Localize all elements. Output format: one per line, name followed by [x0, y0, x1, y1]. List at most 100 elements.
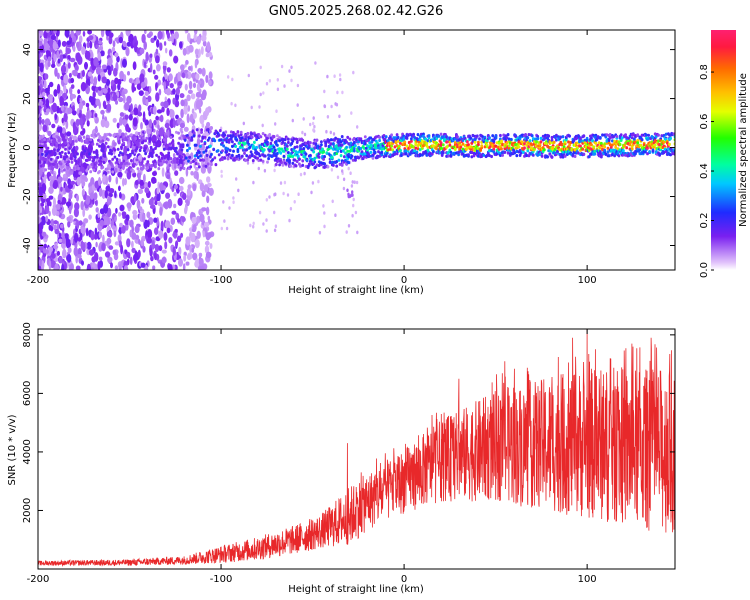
spectrogram-cell-558	[188, 44, 194, 53]
spectrogram-cell-1107	[111, 46, 116, 53]
spectrogram-cell-1775	[247, 73, 250, 78]
spectrogram-cell-1102	[174, 99, 180, 108]
spectrogram-cell-1517	[39, 62, 44, 73]
spectrogram-cell-2209	[167, 154, 171, 158]
spectrogram-cell-3100	[383, 137, 387, 141]
spectrogram-cell-2619	[278, 163, 281, 167]
spectrogram-cell-2800	[317, 155, 321, 159]
spectrogram-cell-4392	[668, 142, 671, 146]
spectrogram-cell-1407	[125, 47, 130, 57]
spectrogram-cell-2816	[322, 157, 325, 161]
spectrogram-cell-1443	[60, 64, 67, 74]
spectrogram-cell-980	[167, 198, 173, 209]
spectrogram-cell-3159	[396, 135, 400, 140]
spectrogram-cell-3879	[555, 133, 558, 137]
spectrogram-cell-3474	[466, 146, 469, 150]
spectrogram-cell-2988	[359, 146, 363, 151]
spectrogram-cell-3727	[522, 150, 525, 154]
spectrogram-cell-1077	[208, 80, 212, 86]
spectrogram-cell-2121	[135, 158, 139, 162]
spectrogram-cell-2029	[101, 165, 105, 169]
spectrogram-cell-362	[155, 48, 159, 55]
spectrogram-cell-1066	[104, 189, 109, 199]
spectrogram-cell-887	[131, 247, 136, 254]
spectrogram-cell-1308	[126, 251, 130, 258]
spectrogram-cell-2521	[257, 158, 261, 163]
spectrogram-cell-1394	[158, 230, 164, 239]
spectrogram-cell-4045	[591, 139, 594, 143]
spectrogram-cell-2789	[315, 138, 319, 142]
spectrogram-cell-567	[69, 87, 73, 95]
spectrogram-cell-891	[121, 211, 127, 217]
spectrogram-cell-2805	[318, 146, 322, 150]
spectrogram-cell-2040	[105, 167, 109, 171]
spectrogram-cell-2244	[180, 130, 184, 134]
spectrogram-cell-1175	[42, 193, 47, 200]
spectrogram-cell-1776	[296, 83, 300, 88]
spectrogram-cell-1537	[80, 119, 84, 130]
spectrogram-cell-1351	[89, 53, 94, 59]
spectrogram-cell-1799	[268, 195, 271, 199]
spectrogram-cell-2955	[351, 158, 355, 162]
spectrogram-cell-614	[155, 55, 160, 64]
spectrogram-cell-1357	[180, 99, 185, 107]
spectrogram-cell-730	[123, 178, 127, 186]
spectrogram-cell-4049	[592, 145, 596, 149]
spectrogram-cell-4369	[662, 150, 666, 155]
spectrogram-cell-4195	[624, 133, 627, 137]
spectrogram-cell-859	[178, 246, 182, 256]
spectrogram-cell-1866	[42, 164, 45, 168]
spectrogram-cell-4112	[606, 150, 610, 154]
spectrogram-cell-716	[97, 261, 101, 270]
colorbar-tick-label-3: 0.6	[699, 114, 710, 130]
spectrogram-cell-1075	[78, 112, 82, 119]
spectrogram-cell-4194	[624, 153, 627, 157]
spectrogram-cell-2861	[332, 163, 335, 167]
spectrogram-cell-1463	[203, 184, 209, 193]
spectrogram-cell-1491	[38, 85, 41, 96]
spectrogram-cell-3052	[373, 150, 377, 155]
spectrogram-cell-3095	[382, 155, 386, 159]
spectrogram-cell-3898	[559, 135, 563, 139]
spectrogram-cell-4015	[584, 142, 588, 146]
spectrogram-cell-4286	[645, 133, 648, 137]
spectrogram-cell-3891	[558, 148, 562, 152]
spectrogram-cell-2824	[323, 155, 326, 159]
spectrogram-cell-1464	[48, 186, 54, 194]
spectrogram-cell-889	[201, 123, 205, 128]
spectrogram-cell-4211	[628, 143, 632, 147]
spectrogram-cell-2401	[231, 140, 234, 144]
spectrogram-cell-838	[118, 36, 124, 44]
spectrogram-cell-4221	[630, 136, 634, 140]
spectrogram-cell-654	[182, 48, 187, 56]
spectrogram-cell-884	[186, 187, 191, 196]
spectrogram-cell-2203	[165, 135, 168, 139]
spectrogram-cell-1686	[72, 170, 77, 178]
spectrogram-cell-2129	[138, 134, 142, 138]
spectrogram-cell-1599	[178, 176, 185, 185]
spectrogram-cell-806	[61, 117, 64, 124]
spectrogram-cell-4269	[640, 133, 644, 137]
spectrogram-cell-3860	[550, 135, 554, 140]
spectrogram-cell-1354	[70, 30, 75, 39]
spectrogram-cell-2326	[210, 162, 213, 166]
spectrogram-cell-2960	[352, 140, 356, 145]
spectrogram-cell-3751	[527, 133, 531, 137]
spectrogram-cell-3075	[378, 135, 381, 139]
spectrogram-cell-134	[165, 47, 168, 54]
spectrogram-cell-2234	[177, 141, 181, 145]
spectrogram-cell-1432	[38, 186, 43, 197]
spectrogram-cell-2344	[216, 149, 220, 153]
spectrogram-cell-3699	[515, 154, 519, 158]
spectrogram-cell-1665	[99, 219, 105, 227]
spectrogram-cell-1804	[342, 177, 346, 182]
spectrogram-cell-1122	[42, 91, 46, 97]
spectrogram-cell-506	[156, 39, 160, 48]
spectrogram-cell-3381	[446, 144, 450, 148]
spectrogram-cell-4185	[622, 149, 625, 153]
spectrogram-cell-2912	[343, 155, 346, 159]
snr-xtick-label-3: 100	[578, 574, 597, 585]
spectrogram-cell-2465	[244, 137, 248, 141]
spectrogram-cell-3528	[478, 137, 481, 141]
spectrogram-cell-1788	[297, 192, 300, 196]
